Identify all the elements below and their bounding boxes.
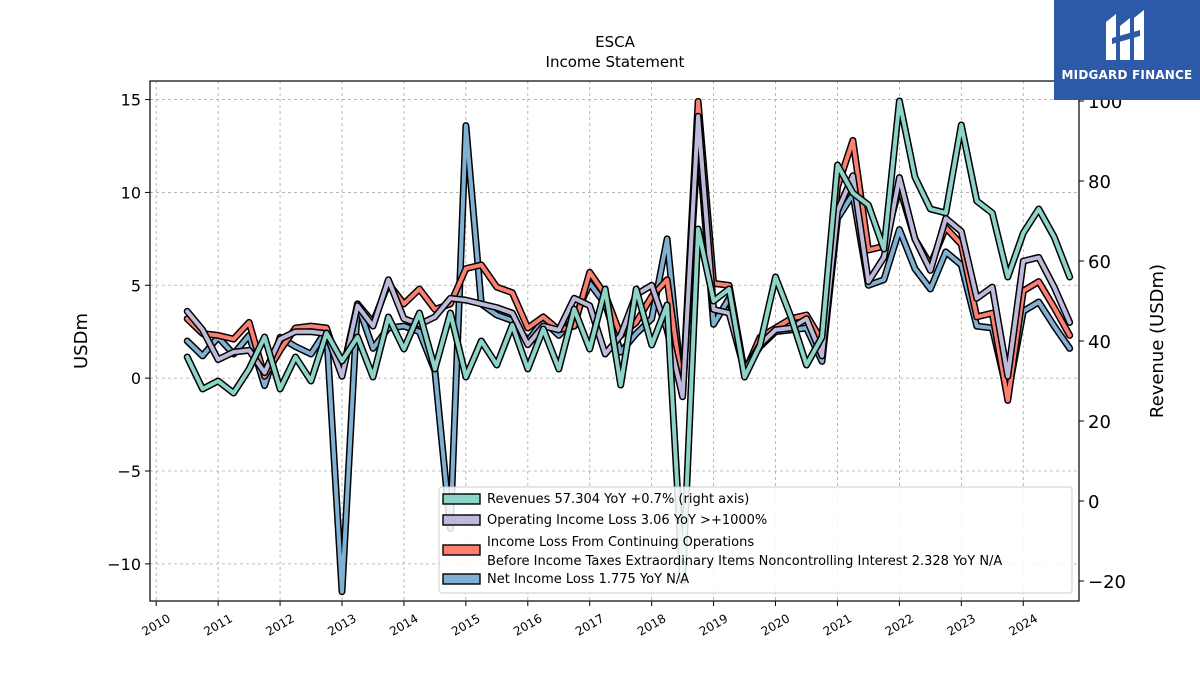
x-tick-label: 2016: [511, 611, 544, 638]
x-tick-label: 2022: [883, 611, 916, 638]
legend-swatch: [442, 514, 481, 526]
left-tick-label: 5: [131, 276, 141, 295]
x-tick-label: 2010: [139, 611, 172, 638]
legend-item-3: Net Income Loss 1.775 YoY N/A: [442, 572, 689, 587]
legend-item-0: Revenues 57.304 YoY +0.7% (right axis): [442, 492, 749, 507]
legend-item-1: Operating Income Loss 3.06 YoY >+1000%: [442, 513, 767, 528]
series-layer: [183, 97, 1074, 596]
right-tick-label: 60: [1088, 252, 1111, 273]
chart-legend: Revenues 57.304 YoY +0.7% (right axis) Op…: [438, 486, 1073, 594]
brand-logo: MIDGARD FINANCE: [1054, 0, 1200, 100]
x-tick-label: 2019: [697, 611, 730, 638]
x-tick-label: 2012: [263, 611, 296, 638]
legend-label: Net Income Loss 1.775 YoY N/A: [487, 572, 689, 587]
series-line: [185, 99, 1072, 583]
legend-label: Income Loss From Continuing Operations: [487, 535, 754, 550]
left-axis-label: USDm: [71, 313, 92, 369]
chart-title: ESCA: [595, 33, 635, 51]
right-tick-label: 20: [1088, 412, 1111, 433]
x-tick-label: 2018: [635, 611, 668, 638]
left-tick-label: −10: [107, 555, 141, 574]
legend-box: [438, 486, 1073, 594]
left-y-axis: −10 −5 0 5 10 15: [107, 91, 150, 574]
right-tick-label: 40: [1088, 332, 1111, 353]
brand-name: MIDGARD FINANCE: [1061, 68, 1193, 82]
right-tick-label: −20: [1088, 572, 1126, 593]
legend-swatch: [442, 493, 481, 505]
x-tick-label: 2023: [945, 611, 978, 638]
legend-label: Revenues 57.304 YoY +0.7% (right axis): [487, 492, 749, 507]
legend-swatch: [442, 544, 481, 556]
legend-label: Before Income Taxes Extraordinary Items …: [487, 554, 1002, 569]
legend-item-2: Income Loss From Continuing Operations Be…: [442, 535, 1002, 569]
x-tick-label: 2020: [759, 611, 792, 638]
x-tick-label: 2011: [201, 611, 234, 638]
x-tick-label: 2013: [325, 611, 358, 638]
right-tick-label: 80: [1088, 172, 1111, 193]
x-tick-label: 2017: [573, 611, 606, 638]
left-tick-label: 10: [121, 183, 141, 202]
series-line: [185, 114, 1072, 399]
right-tick-label: 0: [1088, 492, 1099, 513]
x-axis: 2010 2011 2012 2013 2014 2015 2016 2017 2018 2019…: [139, 601, 1040, 639]
x-tick-label: 2015: [449, 611, 482, 638]
x-tick-label: 2014: [387, 611, 420, 638]
right-axis-label: Revenue (USDm): [1147, 264, 1168, 418]
x-tick-label: 2021: [821, 611, 854, 638]
left-tick-label: 0: [131, 369, 141, 388]
x-tick-label: 2024: [1007, 611, 1040, 638]
left-tick-label: −5: [117, 462, 141, 481]
midgard-logo-icon: [1106, 10, 1144, 60]
left-tick-label: 15: [121, 91, 141, 110]
chart-subtitle: Income Statement: [546, 53, 685, 71]
legend-swatch: [442, 573, 481, 585]
series-0: [183, 97, 1074, 585]
legend-label: Operating Income Loss 3.06 YoY >+1000%: [487, 513, 767, 528]
